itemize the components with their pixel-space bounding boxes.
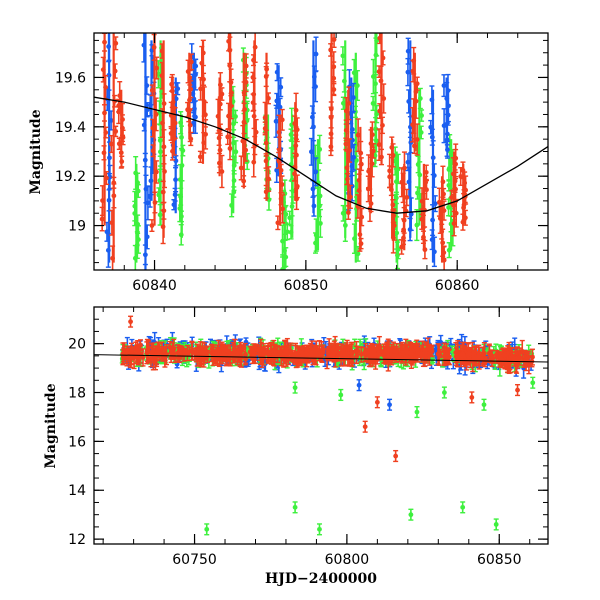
top-blue-point-marker (441, 83, 447, 89)
top-red-point-marker (404, 195, 410, 200)
top-red-point (243, 53, 249, 79)
top-red-point-marker (376, 69, 382, 75)
top-green-point (414, 208, 420, 242)
top-green-point (287, 210, 293, 226)
top-green-point-marker (287, 215, 293, 221)
top-model-curve (94, 96, 548, 214)
top-red-point (238, 155, 244, 181)
top-y-axis-title: Magnitude (28, 109, 44, 194)
top-x-tick-label: 60850 (284, 278, 329, 294)
top-red-point-marker (423, 169, 429, 175)
top-red-point-marker (238, 165, 244, 171)
top-red-point (387, 153, 393, 189)
top-red-point-marker (280, 206, 285, 212)
top-blue-point-marker (351, 154, 357, 160)
top-green-point (313, 218, 319, 252)
top-x-tick-label: 60860 (435, 278, 480, 294)
top-green-point-marker (340, 53, 346, 59)
top-y-tick-label: 19.6 (55, 70, 86, 86)
top-green-point-marker (284, 229, 290, 235)
top-panel-zoomed-light-curve: 60840 60850 60860 19 19.2 19.4 19.6 Magnitude (28, 32, 549, 294)
top-blue-point-marker (405, 159, 411, 165)
bottom-data-points (94, 315, 548, 536)
top-red-point-marker (203, 131, 208, 137)
top-green-point-marker (370, 101, 376, 106)
top-red-point-marker (399, 244, 405, 250)
top-red-point-marker (225, 134, 231, 140)
top-red-point-marker (458, 174, 464, 179)
top-green-point-marker (414, 222, 420, 228)
top-red-point-marker (243, 63, 249, 69)
top-red-point-marker (197, 154, 203, 160)
top-red-point-marker (331, 37, 337, 42)
top-y-tick-label: 19 (68, 219, 86, 235)
top-red-point-marker (376, 142, 382, 148)
top-red-point-marker (387, 168, 393, 174)
top-y-tick-label: 19.2 (55, 169, 86, 185)
top-x-tick-label: 60840 (132, 278, 177, 294)
top-red-point-marker (437, 199, 442, 205)
top-model-line (94, 96, 548, 214)
top-red-point-marker (198, 86, 203, 92)
top-green-point (340, 46, 346, 66)
top-red-point (449, 190, 455, 205)
top-blue-point-marker (313, 51, 319, 57)
top-data-points (99, 33, 469, 270)
top-green-point-marker (317, 220, 323, 226)
top-red-point-marker (343, 141, 349, 147)
top-axis-ticks: 60840 60850 60860 19 19.2 19.4 19.6 (55, 33, 549, 294)
top-blue-point-marker (273, 118, 279, 124)
top-red-point-marker (370, 148, 376, 154)
top-blue-point-marker (313, 169, 319, 175)
top-red-point-marker (414, 81, 420, 87)
top-red-point-marker (99, 216, 105, 222)
top-y-tick-label: 19.4 (55, 120, 86, 136)
top-blue-point-marker (441, 123, 447, 129)
top-red-point-marker (449, 195, 455, 200)
top-green-point-marker (233, 149, 239, 155)
top-blue-point-marker (405, 69, 411, 75)
top-red-point-marker (149, 223, 155, 228)
